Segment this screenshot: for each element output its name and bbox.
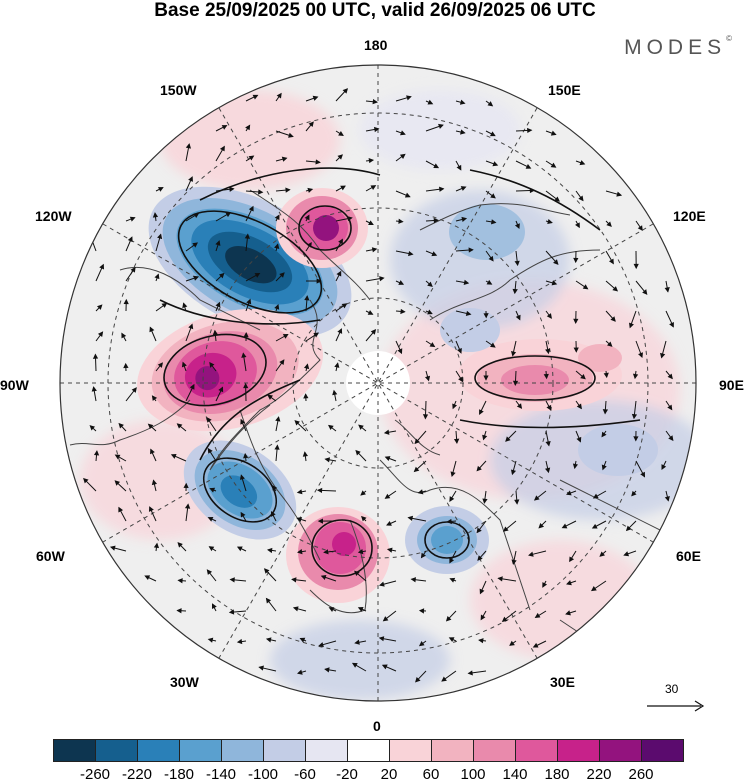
positive-iceland-scandinavia [286, 507, 390, 603]
colorbar-tick-label: 100 [460, 766, 485, 783]
colorbar-tick-label: -60 [294, 766, 316, 783]
colorbar-swatch [347, 739, 390, 762]
colorbar-tick-label: -100 [248, 766, 278, 783]
pole-area [346, 351, 410, 415]
colorbar-swatch [389, 739, 432, 762]
lon-label-150w: 150W [160, 82, 197, 98]
colorbar [53, 739, 683, 762]
colorbar-ticks: -260 -220 -180 -140 -100 -60 -20 20 60 100 140 180 2… [0, 766, 750, 784]
colorbar-tick-label: 20 [381, 766, 398, 783]
colorbar-tick-label: 260 [628, 766, 653, 783]
colorbar-swatch [473, 739, 516, 762]
lon-label-120e: 120E [673, 208, 706, 224]
colorbar-tick-label: 220 [586, 766, 611, 783]
colorbar-swatch [557, 739, 600, 762]
colorbar-tick-label: 60 [423, 766, 440, 783]
colorbar-tick-label: -180 [164, 766, 194, 783]
colorbar-tick-label: -220 [122, 766, 152, 783]
lon-label-30w: 30W [170, 674, 199, 690]
positive-bering [276, 188, 368, 268]
lon-label-150e: 150E [548, 82, 581, 98]
colorbar-tick-label: -140 [206, 766, 236, 783]
colorbar-swatch [515, 739, 558, 762]
colorbar-swatch [431, 739, 474, 762]
colorbar-swatch [95, 739, 138, 762]
lon-label-60w: 60W [36, 548, 65, 564]
colorbar-swatch [221, 739, 264, 762]
colorbar-swatch [305, 739, 348, 762]
colorbar-swatch [179, 739, 222, 762]
colorbar-swatch [263, 739, 306, 762]
colorbar-tick-label: -20 [336, 766, 358, 783]
colorbar-swatch [53, 739, 96, 762]
lon-label-0: 0 [373, 718, 381, 734]
colorbar-swatch [641, 739, 684, 762]
lon-label-90w: 90W [0, 377, 29, 393]
lon-label-30e: 30E [550, 674, 575, 690]
lon-label-60e: 60E [676, 548, 701, 564]
colorbar-tick-label: 180 [544, 766, 569, 783]
lon-label-90e: 90E [719, 377, 744, 393]
lon-label-120w: 120W [35, 208, 72, 224]
lon-label-180: 180 [364, 37, 387, 53]
negative-europe [405, 506, 489, 574]
colorbar-tick-label: -260 [80, 766, 110, 783]
colorbar-swatch [137, 739, 180, 762]
reference-arrow-icon [645, 680, 709, 720]
colorbar-tick-label: 140 [502, 766, 527, 783]
colorbar-swatch [599, 739, 642, 762]
